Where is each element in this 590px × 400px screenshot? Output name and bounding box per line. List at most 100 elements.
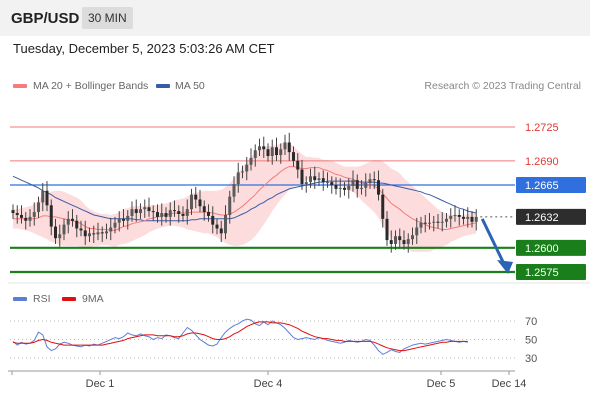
candle-body bbox=[398, 236, 402, 241]
candle-body bbox=[419, 222, 423, 228]
candle-body bbox=[389, 240, 393, 244]
candle-body bbox=[113, 222, 117, 228]
rsi-ma-line bbox=[12, 321, 468, 352]
candle-body bbox=[151, 211, 155, 213]
candle-body bbox=[211, 215, 215, 225]
candle-body bbox=[355, 180, 359, 189]
candle-body bbox=[309, 176, 312, 183]
forecast-arrow-head bbox=[497, 260, 513, 274]
candle-body bbox=[219, 228, 223, 234]
candle-body bbox=[130, 209, 134, 216]
candle-body bbox=[411, 235, 414, 240]
candle-body bbox=[194, 194, 198, 200]
candle-body bbox=[62, 224, 66, 235]
candle-body bbox=[164, 213, 168, 217]
candle-body bbox=[351, 180, 355, 186]
level-label-1.2690: 1.2690 bbox=[525, 156, 559, 168]
candle-body bbox=[41, 190, 45, 203]
candle-body bbox=[96, 232, 100, 235]
candle-body bbox=[117, 218, 121, 223]
candle-body bbox=[54, 226, 57, 239]
candle-body bbox=[11, 210, 15, 214]
candle-body bbox=[28, 216, 32, 221]
level-label-1.2665: 1.2665 bbox=[525, 180, 559, 192]
candle-body bbox=[453, 214, 457, 216]
chart-header: GBP/USD 30 MIN bbox=[0, 0, 590, 36]
candle-body bbox=[71, 218, 74, 221]
level-tag-1.2600 bbox=[516, 239, 586, 256]
candle-body bbox=[304, 182, 308, 185]
ma20-line bbox=[13, 166, 477, 231]
candle-body bbox=[15, 213, 19, 215]
candle-body bbox=[406, 239, 410, 244]
candle-body bbox=[49, 205, 53, 227]
timeframe-button[interactable]: 30 MIN bbox=[82, 7, 133, 29]
ma20-swatch bbox=[13, 84, 27, 88]
candle-body bbox=[321, 178, 325, 183]
rsi-tick-30: 30 bbox=[525, 353, 537, 365]
candle-body bbox=[266, 149, 270, 156]
candle-body bbox=[313, 176, 317, 181]
candle-body bbox=[258, 146, 261, 151]
candle-body bbox=[105, 231, 108, 234]
legend-ma20: MA 20 + Bollinger Bands bbox=[33, 80, 149, 92]
candle-body bbox=[109, 227, 113, 232]
rsi-swatch bbox=[13, 297, 27, 301]
candle-body bbox=[381, 194, 385, 219]
candle-body bbox=[75, 220, 79, 229]
candle-body bbox=[436, 221, 440, 223]
candle-body bbox=[139, 209, 142, 214]
candle-body bbox=[343, 187, 346, 190]
level-label-1.2575: 1.2575 bbox=[525, 267, 559, 279]
legend-rsi: RSI bbox=[33, 293, 51, 305]
candle-body bbox=[292, 152, 295, 161]
candle-body bbox=[372, 179, 376, 181]
candle-body bbox=[432, 221, 436, 223]
candle-body bbox=[245, 164, 249, 172]
candle-body bbox=[181, 214, 185, 216]
candle-body bbox=[228, 196, 232, 215]
candle-body bbox=[215, 224, 219, 229]
candle-body bbox=[92, 233, 96, 235]
x-tick-label: Dec 4 bbox=[254, 378, 283, 390]
candle-body bbox=[122, 218, 125, 221]
candle-body bbox=[347, 185, 351, 190]
candle-body bbox=[190, 194, 193, 210]
level-label-1.2600: 1.2600 bbox=[525, 243, 559, 255]
candle-body bbox=[177, 211, 181, 214]
candle-body bbox=[296, 160, 300, 170]
candle-body bbox=[334, 185, 338, 189]
candle-body bbox=[262, 146, 266, 150]
candle-body bbox=[134, 209, 138, 214]
rsi-line bbox=[12, 318, 468, 355]
candle-body bbox=[185, 209, 189, 216]
candle-body bbox=[449, 215, 453, 219]
candle-body bbox=[147, 207, 151, 212]
candle-body bbox=[88, 233, 91, 237]
candle-body bbox=[428, 222, 431, 224]
candle-body bbox=[58, 234, 62, 239]
candle-body bbox=[423, 222, 427, 224]
candle-body bbox=[364, 183, 368, 188]
candle-body bbox=[100, 232, 104, 234]
rsi-ma-swatch bbox=[62, 297, 76, 301]
ma50-line bbox=[12, 175, 477, 222]
candle-body bbox=[360, 187, 363, 189]
level-tag-1.2575 bbox=[516, 264, 586, 280]
date-label: Tuesday, December 5, 2023 5:03:26 AM CET bbox=[13, 41, 275, 56]
candle-body bbox=[156, 212, 159, 217]
candle-body bbox=[66, 218, 70, 225]
candle-body bbox=[470, 216, 474, 222]
candle-body bbox=[224, 214, 227, 234]
candle-body bbox=[445, 218, 448, 222]
x-tick-label: Dec 1 bbox=[86, 378, 115, 390]
legend-ma50: MA 50 bbox=[175, 80, 205, 92]
candle-body bbox=[300, 169, 304, 185]
candle-body bbox=[415, 227, 419, 236]
copyright: Research © 2023 Trading Central bbox=[424, 80, 581, 92]
candle-body bbox=[394, 236, 397, 244]
candle-body bbox=[474, 216, 478, 222]
candle-body bbox=[385, 218, 389, 241]
candle-body bbox=[330, 182, 334, 185]
